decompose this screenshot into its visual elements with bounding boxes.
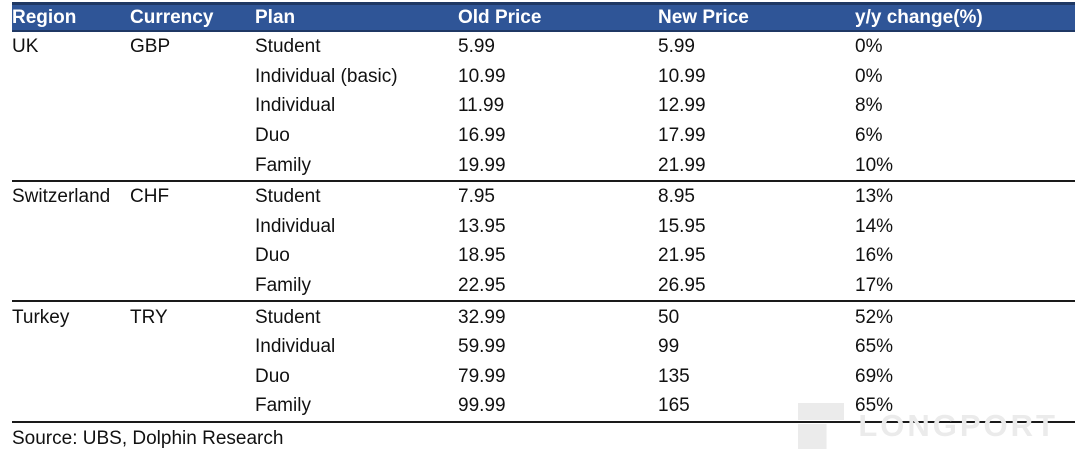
- plan-cell: Individual (basic): [255, 66, 398, 86]
- new-price-cell: 8.95: [658, 187, 695, 207]
- plan-cell: Duo: [255, 366, 290, 386]
- new-price-cell: 135: [658, 366, 690, 386]
- currency-cell: CHF: [130, 187, 170, 207]
- column-header-yy-change: y/y change(%): [855, 8, 983, 27]
- change-cell: 0%: [855, 37, 883, 57]
- column-header-currency: Currency: [130, 8, 214, 27]
- table-row: Family 22.95 26.95 17%: [12, 271, 1075, 301]
- table-row: Duo 18.95 21.95 16%: [12, 241, 1075, 271]
- change-cell: 6%: [855, 126, 883, 146]
- currency-cell: GBP: [130, 37, 171, 57]
- region-cell: UK: [12, 37, 39, 57]
- old-price-cell: 99.99: [458, 396, 506, 416]
- change-cell: 65%: [855, 396, 894, 416]
- old-price-cell: 59.99: [458, 337, 506, 357]
- plan-cell: Family: [255, 276, 311, 296]
- plan-cell: Individual: [255, 216, 336, 236]
- old-price-cell: 22.95: [458, 276, 506, 296]
- table-row: Individual 11.99 12.99 8%: [12, 91, 1075, 121]
- new-price-cell: 50: [658, 307, 680, 327]
- new-price-cell: 10.99: [658, 66, 706, 86]
- plan-cell: Individual: [255, 96, 336, 116]
- change-cell: 0%: [855, 66, 883, 86]
- table-row: Family 99.99 165 65%: [12, 391, 1075, 421]
- region-cell: Switzerland: [12, 187, 111, 207]
- old-price-cell: 5.99: [458, 37, 495, 57]
- new-price-cell: 17.99: [658, 126, 706, 146]
- source-note: Source: UBS, Dolphin Research: [12, 427, 284, 449]
- table-header-row: Region Currency Plan Old Price New Price…: [12, 2, 1075, 32]
- old-price-cell: 79.99: [458, 366, 506, 386]
- old-price-cell: 32.99: [458, 307, 506, 327]
- table-row: Turkey TRY Student 32.99 50 52%: [12, 302, 1075, 332]
- new-price-cell: 21.95: [658, 246, 706, 266]
- table-row: Duo 16.99 17.99 6%: [12, 121, 1075, 151]
- change-cell: 17%: [855, 276, 894, 296]
- new-price-cell: 21.99: [658, 155, 706, 175]
- column-header-region: Region: [12, 8, 77, 27]
- currency-cell: TRY: [130, 307, 168, 327]
- change-cell: 13%: [855, 187, 894, 207]
- change-cell: 65%: [855, 337, 894, 357]
- new-price-cell: 5.99: [658, 37, 695, 57]
- new-price-cell: 99: [658, 337, 680, 357]
- region-group: UK GBP Student 5.99 5.99 0% Individual (basic)…: [12, 32, 1075, 182]
- plan-cell: Family: [255, 396, 311, 416]
- old-price-cell: 18.95: [458, 246, 506, 266]
- table-body: UK GBP Student 5.99 5.99 0% Individual (basic)…: [12, 32, 1075, 423]
- new-price-cell: 165: [658, 396, 690, 416]
- old-price-cell: 13.95: [458, 216, 506, 236]
- column-header-old-price: Old Price: [458, 8, 542, 27]
- old-price-cell: 11.99: [458, 96, 505, 116]
- region-group: Turkey TRY Student 32.99 50 52% Individual 59.9…: [12, 302, 1075, 423]
- region-cell: Turkey: [12, 307, 70, 327]
- table-row: Individual 59.99 99 65%: [12, 332, 1075, 362]
- plan-cell: Student: [255, 187, 321, 207]
- plan-cell: Family: [255, 155, 311, 175]
- plan-cell: Duo: [255, 126, 290, 146]
- change-cell: 10%: [855, 155, 894, 175]
- change-cell: 8%: [855, 96, 883, 116]
- plan-cell: Student: [255, 307, 321, 327]
- change-cell: 14%: [855, 216, 894, 236]
- new-price-cell: 15.95: [658, 216, 706, 236]
- region-group: Switzerland CHF Student 7.95 8.95 13% Individu…: [12, 182, 1075, 303]
- new-price-cell: 26.95: [658, 276, 706, 296]
- plan-cell: Duo: [255, 246, 290, 266]
- column-header-new-price: New Price: [658, 8, 749, 27]
- table-row: UK GBP Student 5.99 5.99 0%: [12, 32, 1075, 62]
- old-price-cell: 19.99: [458, 155, 506, 175]
- table-row: Duo 79.99 135 69%: [12, 362, 1075, 392]
- change-cell: 52%: [855, 307, 894, 327]
- column-header-plan: Plan: [255, 8, 296, 27]
- plan-cell: Student: [255, 37, 321, 57]
- change-cell: 69%: [855, 366, 894, 386]
- table-row: Switzerland CHF Student 7.95 8.95 13%: [12, 182, 1075, 212]
- pricing-table: Region Currency Plan Old Price New Price…: [6, 2, 1075, 423]
- new-price-cell: 12.99: [658, 96, 706, 116]
- table-row: Individual 13.95 15.95 14%: [12, 212, 1075, 242]
- old-price-cell: 10.99: [458, 66, 506, 86]
- change-cell: 16%: [855, 246, 894, 266]
- table-row: Family 19.99 21.99 10%: [12, 150, 1075, 180]
- old-price-cell: 16.99: [458, 126, 506, 146]
- table-row: Individual (basic) 10.99 10.99 0%: [12, 62, 1075, 92]
- old-price-cell: 7.95: [458, 187, 495, 207]
- plan-cell: Individual: [255, 337, 336, 357]
